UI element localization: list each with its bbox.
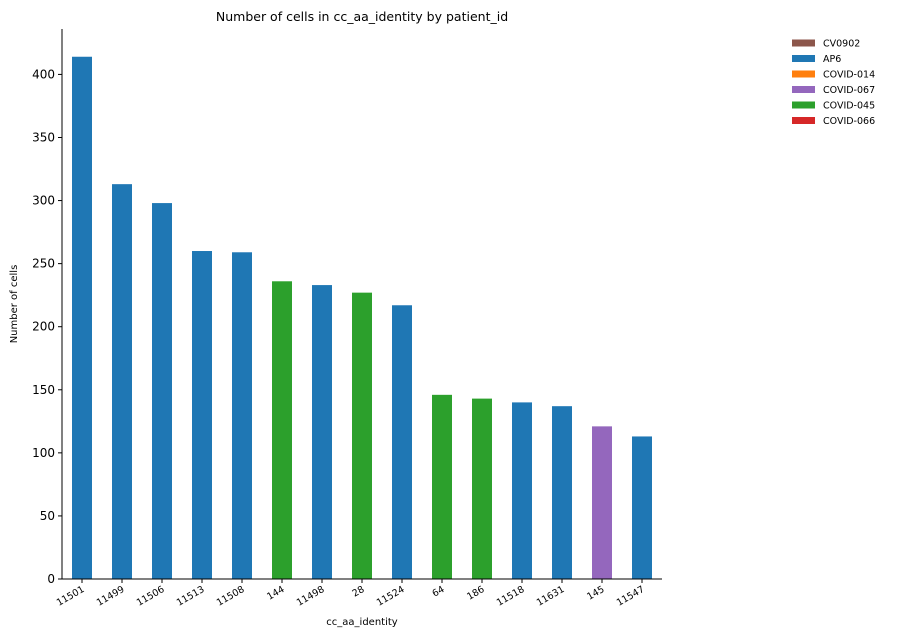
y-tick-label-0: 0 bbox=[47, 572, 55, 586]
x-tick-label-11508: 11508 bbox=[215, 584, 247, 609]
bar-11631 bbox=[552, 406, 572, 579]
bar-144 bbox=[272, 281, 292, 579]
y-tick-label-100: 100 bbox=[32, 446, 55, 460]
bar-11518 bbox=[512, 402, 532, 579]
legend-swatch-ap6 bbox=[792, 55, 815, 62]
y-axis: 0 50 100 150 200 250 300 350 400 bbox=[32, 67, 62, 586]
legend-label-covid-066: COVID-066 bbox=[823, 116, 875, 127]
x-tick-label-28: 28 bbox=[351, 584, 367, 600]
x-tick-label-11498: 11498 bbox=[295, 584, 327, 609]
x-tick-label-144: 144 bbox=[265, 584, 286, 603]
x-tick-label-64: 64 bbox=[431, 584, 447, 600]
y-tick-label-150: 150 bbox=[32, 383, 55, 397]
bar-28 bbox=[352, 292, 372, 579]
x-tick-label-11506: 11506 bbox=[135, 584, 167, 609]
bar-11524 bbox=[392, 305, 412, 579]
x-tick-label-11499: 11499 bbox=[95, 584, 127, 609]
legend-swatch-covid-067 bbox=[792, 86, 815, 93]
legend-label-cv0902: CV0902 bbox=[823, 39, 860, 50]
chart-title: Number of cells in cc_aa_identity by pat… bbox=[216, 9, 508, 24]
x-tick-label-11524: 11524 bbox=[375, 584, 407, 609]
y-tick-label-200: 200 bbox=[32, 320, 55, 334]
legend-label-covid-014: COVID-014 bbox=[823, 70, 875, 81]
x-tick-label-11547: 11547 bbox=[615, 584, 647, 609]
x-tick-label-145: 145 bbox=[585, 584, 606, 603]
bar-186 bbox=[472, 398, 492, 579]
legend-label-covid-067: COVID-067 bbox=[823, 85, 875, 96]
y-axis-label: Number of cells bbox=[9, 265, 20, 344]
bar-11501 bbox=[72, 56, 92, 579]
x-tick-label-186: 186 bbox=[465, 584, 486, 603]
legend-label-ap6: AP6 bbox=[823, 54, 841, 65]
x-tick-label-11518: 11518 bbox=[495, 584, 527, 609]
bar-11498 bbox=[312, 285, 332, 579]
x-axis-label: cc_aa_identity bbox=[326, 617, 397, 628]
bar-64 bbox=[432, 394, 452, 579]
legend-swatch-cv0902 bbox=[792, 39, 815, 47]
bar-11499 bbox=[112, 184, 132, 579]
y-tick-label-50: 50 bbox=[40, 509, 55, 523]
legend-swatch-covid-014 bbox=[792, 70, 815, 78]
bars-group bbox=[72, 56, 652, 579]
x-tick-label-11501: 11501 bbox=[55, 584, 87, 609]
y-tick-label-300: 300 bbox=[32, 194, 55, 208]
x-tick-label-11513: 11513 bbox=[175, 584, 207, 609]
legend-swatch-covid-045 bbox=[792, 101, 815, 109]
bar-11513 bbox=[192, 251, 212, 579]
bar-11547 bbox=[632, 436, 652, 579]
bar-11508 bbox=[232, 252, 252, 579]
y-tick-label-350: 350 bbox=[32, 130, 55, 144]
legend: CV0902 AP6 COVID-014 COVID-067 COVID-045 COVI… bbox=[792, 39, 875, 127]
legend-swatch-covid-066 bbox=[792, 117, 815, 124]
legend-label-covid-045: COVID-045 bbox=[823, 101, 875, 112]
y-tick-label-400: 400 bbox=[32, 67, 55, 81]
y-tick-label-250: 250 bbox=[32, 257, 55, 271]
bar-145 bbox=[592, 426, 612, 579]
bar-11506 bbox=[152, 203, 172, 579]
x-tick-label-11631: 11631 bbox=[535, 584, 567, 609]
x-axis: 11501 11499 11506 11513 11508 144 11498 28 11524… bbox=[55, 579, 647, 609]
